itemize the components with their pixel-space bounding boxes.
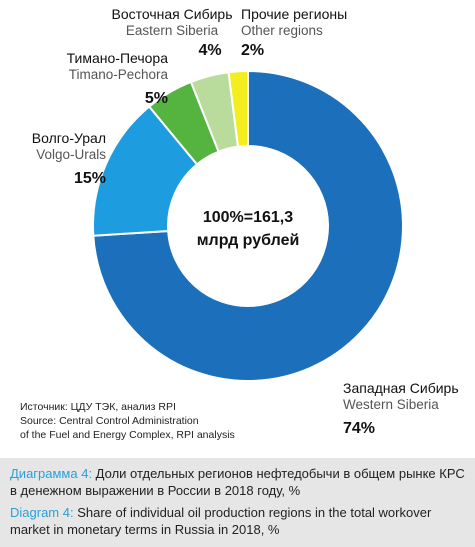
label-western-siberia-en: Western Siberia <box>343 396 439 412</box>
label-volgo-urals-pct: 15% <box>73 169 106 187</box>
label-other-regions-ru: Прочие регионы <box>241 6 348 22</box>
caption-box: Диаграмма 4: Доли отдельных регионов неф… <box>0 458 475 547</box>
donut-chart <box>92 69 404 382</box>
source-line-2: Source: Central Control Administration <box>20 415 199 428</box>
label-western-siberia-pct: 74% <box>343 419 376 437</box>
label-other-regions-pct: 2% <box>241 41 265 59</box>
label-eastern-siberia: Восточная Сибирь Eastern Siberia 4% <box>108 6 236 60</box>
caption-en: Diagram 4: Share of individual oil produ… <box>10 504 470 538</box>
caption-ru-text: Доли отдельных регионов нефтедобычи в об… <box>10 466 465 499</box>
caption-ru-prefix: Диаграмма 4: <box>10 466 93 481</box>
label-timano-pechora-ru: Тимано-Печора <box>66 50 168 66</box>
donut-center-label: 100%=161,3 млрд рублей <box>168 206 328 252</box>
donut-center-total: 100%=161,3 <box>202 209 294 226</box>
donut-center-unit: млрд рублей <box>196 232 300 250</box>
label-volgo-urals-ru: Волго-Урал <box>31 130 106 146</box>
label-other-regions: Прочие регионы Other regions 2% <box>241 6 361 60</box>
label-western-siberia-ru: Западная Сибирь <box>343 380 459 396</box>
caption-ru: Диаграмма 4: Доли отдельных регионов неф… <box>10 465 470 499</box>
label-eastern-siberia-ru: Восточная Сибирь <box>111 6 233 22</box>
source-line-3: of the Fuel and Energy Complex, RPI anal… <box>20 429 235 442</box>
slice-other-regions <box>227 69 249 148</box>
label-timano-pechora: Тимано-Печора Timano-Pechora 5% <box>20 50 168 108</box>
caption-en-text: Share of individual oil production regio… <box>10 505 432 538</box>
label-other-regions-en: Other regions <box>241 22 323 38</box>
label-volgo-urals-en: Volgo-Urals <box>36 146 106 162</box>
label-volgo-urals: Волго-Урал Volgo-Urals 15% <box>10 130 106 188</box>
label-eastern-siberia-en: Eastern Siberia <box>125 22 219 38</box>
caption-en-prefix: Diagram 4: <box>10 505 74 520</box>
label-timano-pechora-en: Timano-Pechora <box>68 66 168 82</box>
source-line-1: Источник: ЦДУ ТЭК, анализ RPI <box>20 401 176 413</box>
source-note: Источник: ЦДУ ТЭК, анализ RPI Source: Ce… <box>20 400 320 443</box>
slice-western-siberia <box>92 69 404 382</box>
label-eastern-siberia-pct: 4% <box>198 41 222 59</box>
label-western-siberia: Западная Сибирь Western Siberia 74% <box>343 380 473 438</box>
label-timano-pechora-pct: 5% <box>144 89 168 107</box>
